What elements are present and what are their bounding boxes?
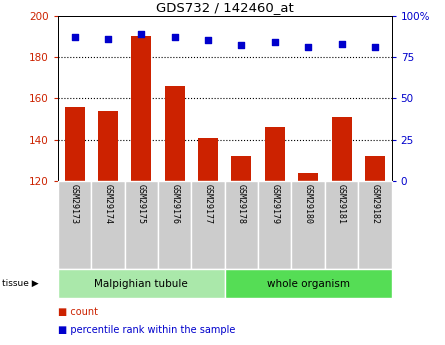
- Bar: [158, 181, 191, 269]
- Text: ■ count: ■ count: [58, 307, 98, 317]
- Text: ■ percentile rank within the sample: ■ percentile rank within the sample: [58, 325, 235, 335]
- Bar: [125, 181, 158, 269]
- Bar: [225, 181, 258, 269]
- Bar: [291, 181, 325, 269]
- Bar: [231, 156, 251, 181]
- Text: GSM29176: GSM29176: [170, 184, 179, 224]
- Bar: [332, 117, 352, 181]
- Point: [71, 34, 78, 40]
- Text: GSM29174: GSM29174: [103, 184, 113, 224]
- Text: GSM29175: GSM29175: [137, 184, 146, 224]
- Bar: [358, 181, 392, 269]
- Bar: [325, 181, 358, 269]
- Bar: [165, 86, 185, 181]
- Bar: [65, 107, 85, 181]
- Text: tissue ▶: tissue ▶: [2, 279, 39, 288]
- Point: [238, 42, 245, 48]
- Point: [305, 44, 312, 50]
- Point: [338, 41, 345, 47]
- Text: GSM29179: GSM29179: [270, 184, 279, 224]
- Point: [105, 36, 112, 41]
- Bar: [191, 181, 225, 269]
- Text: GSM29178: GSM29178: [237, 184, 246, 224]
- Point: [171, 34, 178, 40]
- Bar: [298, 173, 318, 181]
- Bar: [198, 138, 218, 181]
- Point: [205, 38, 212, 43]
- Bar: [58, 181, 91, 269]
- Bar: [91, 181, 125, 269]
- Point: [271, 39, 279, 45]
- Point: [138, 31, 145, 37]
- Bar: [258, 181, 291, 269]
- Text: GSM29181: GSM29181: [337, 184, 346, 224]
- Text: GSM29177: GSM29177: [203, 184, 213, 224]
- Title: GDS732 / 142460_at: GDS732 / 142460_at: [156, 1, 294, 14]
- Text: GSM29182: GSM29182: [370, 184, 380, 224]
- Bar: [365, 156, 385, 181]
- Text: GSM29180: GSM29180: [303, 184, 313, 224]
- Bar: [225, 269, 392, 298]
- Text: Malpighian tubule: Malpighian tubule: [94, 279, 188, 289]
- Text: whole organism: whole organism: [267, 279, 350, 289]
- Text: GSM29173: GSM29173: [70, 184, 79, 224]
- Bar: [131, 36, 151, 181]
- Point: [372, 44, 379, 50]
- Bar: [58, 269, 225, 298]
- Bar: [98, 111, 118, 181]
- Bar: [265, 127, 285, 181]
